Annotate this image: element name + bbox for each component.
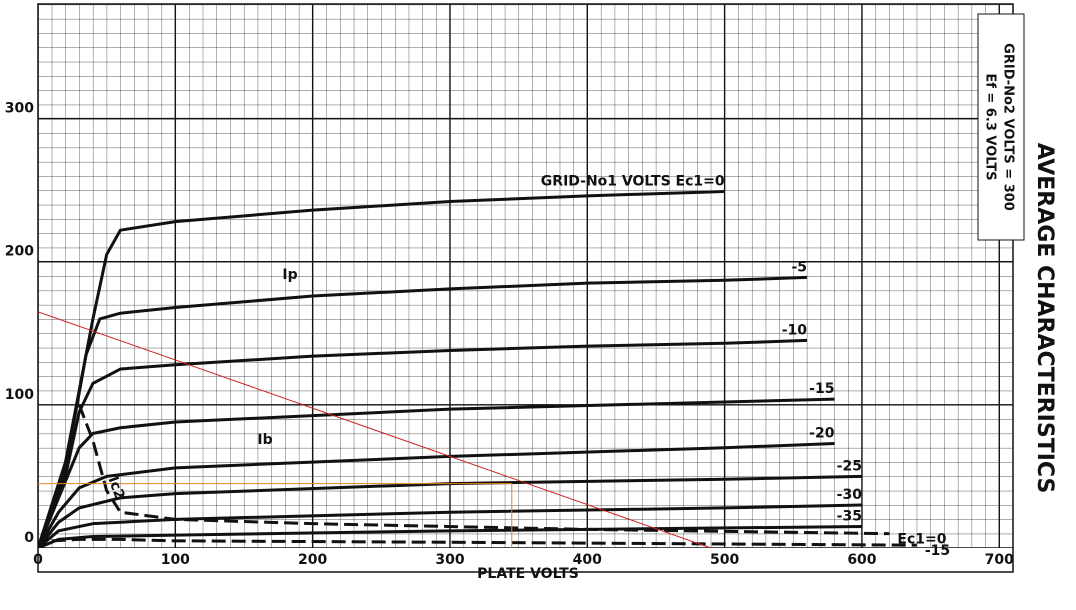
chart-title: AVERAGE CHARACTERISTICS: [1032, 143, 1057, 494]
curve: [38, 311, 712, 548]
x-tick-label: 600: [847, 552, 876, 568]
y-tick-label: 200: [5, 244, 34, 260]
annotation: Ic2: [105, 474, 128, 501]
plot-area: [38, 4, 1013, 548]
curve-label: -5: [791, 259, 807, 275]
curve: [38, 441, 835, 548]
curve: [38, 275, 808, 548]
graph-paper: [38, 4, 1013, 548]
annotation: Ib: [257, 432, 272, 448]
curve: [77, 404, 890, 536]
curve-label: -20: [809, 425, 835, 441]
y-tick-label: 300: [5, 101, 34, 117]
x-tick-label: 500: [710, 552, 739, 568]
curve-label: -25: [837, 458, 862, 474]
x-tick-label: 700: [985, 552, 1014, 568]
x-tick-label: 0: [33, 552, 43, 568]
note: GRID-No2 VOLTS = 300: [1001, 43, 1016, 211]
curve-label: -15: [809, 381, 834, 397]
note: Ef = 6.3 VOLTS: [983, 73, 998, 180]
curve-label: -15: [925, 543, 950, 559]
curve-label: Ec1=0: [897, 532, 946, 548]
x-tick-label: 200: [298, 552, 327, 568]
x-tick-label: 400: [573, 552, 602, 568]
curve-label: -35: [837, 509, 862, 525]
curve-label: -10: [782, 322, 808, 338]
x-tick-label: 100: [161, 552, 190, 568]
curve: [38, 338, 808, 548]
y-tick-label: 100: [5, 387, 34, 403]
x-tick-label: 300: [435, 552, 464, 568]
curve: [38, 474, 862, 548]
curve: [38, 397, 835, 548]
y-tick-label: 0: [24, 530, 34, 546]
annotation: Ip: [282, 267, 297, 283]
notes-box: [977, 13, 1025, 241]
curve: [51, 537, 917, 547]
curve-label: GRID-No1 VOLTS Ec1=0: [541, 174, 725, 190]
x-axis-title: PLATE VOLTS: [477, 566, 579, 582]
curve-label: -30: [837, 487, 863, 503]
